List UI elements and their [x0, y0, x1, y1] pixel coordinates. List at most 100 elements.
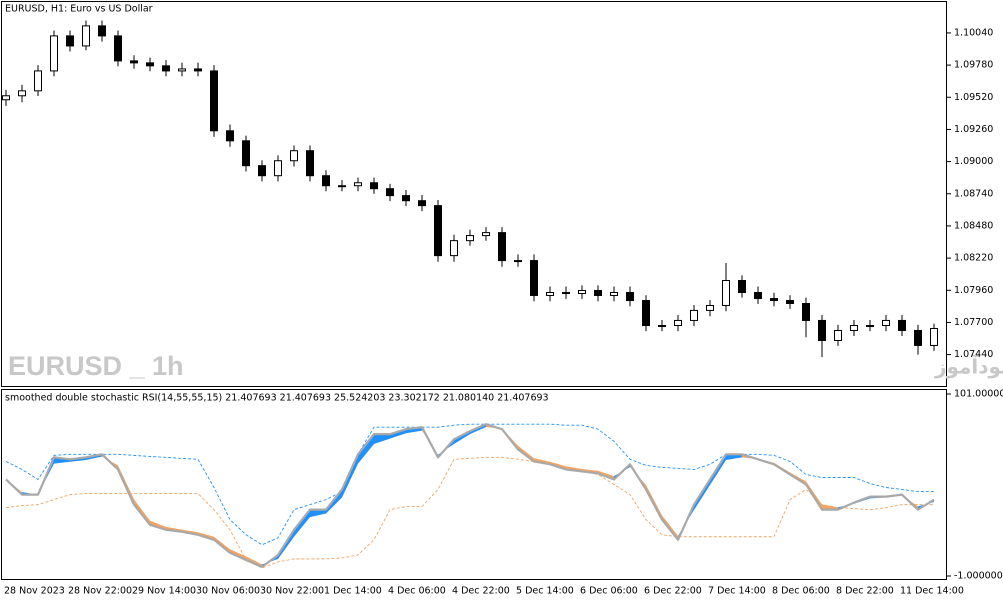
candle-body: [306, 150, 314, 177]
band-line: [5, 423, 934, 546]
candle-body: [114, 35, 122, 62]
y-tick-label: 1.07960: [954, 285, 993, 296]
candle-body: [194, 68, 202, 72]
candle-body: [594, 290, 602, 296]
candle-body: [562, 291, 570, 294]
y-tick-label: 1.09000: [954, 156, 993, 167]
candle-body: [178, 68, 186, 72]
candle-body: [498, 232, 506, 262]
candle-body: [754, 291, 762, 300]
band-line: [5, 456, 934, 569]
x-tick-label: 6 Dec 22:00: [644, 586, 702, 597]
x-tick-label: 8 Dec 22:00: [836, 586, 894, 597]
candle-body: [482, 232, 490, 237]
indicator-title: smoothed double stochastic RSI(14,55,55,…: [5, 393, 549, 404]
x-tick-label: 28 Nov 2023: [4, 586, 65, 597]
candle-body: [322, 175, 330, 187]
candle-body: [338, 185, 346, 188]
candle-body: [386, 188, 394, 197]
candle-body: [402, 195, 410, 202]
candle-body: [770, 298, 778, 302]
candle-body: [274, 160, 282, 177]
y-tick-label: -1.000000: [954, 571, 1003, 582]
x-tick-label: 6 Dec 06:00: [580, 586, 638, 597]
indicator-pane: [1, 389, 947, 580]
x-tick-label: 29 Nov 14:00: [132, 586, 196, 597]
candle-body: [818, 319, 826, 341]
signal-fill: [726, 454, 742, 461]
candle-body: [850, 325, 858, 331]
y-tick-label: 1.07440: [954, 349, 993, 360]
candle-body: [370, 182, 378, 190]
candle-body: [354, 182, 362, 187]
y-tick-label: 1.10040: [954, 27, 993, 38]
y-tick-label: 101.000000: [954, 389, 1003, 400]
candle-body: [258, 165, 266, 177]
candle-body: [786, 300, 794, 305]
x-tick-label: 7 Dec 14:00: [708, 586, 766, 597]
signal-fill: [310, 509, 326, 518]
y-tick-label: 1.09520: [954, 92, 993, 103]
candle-body: [578, 290, 586, 294]
candle-body: [162, 65, 170, 72]
candle-body: [610, 291, 618, 296]
indicator-line: [5, 423, 935, 568]
candle-body: [434, 205, 442, 257]
y-tick-label: 1.08220: [954, 253, 993, 264]
signal-fill: [374, 434, 390, 444]
signal-fill: [822, 504, 838, 510]
candle-body: [18, 90, 26, 97]
candle-body: [642, 300, 650, 327]
signal-fill: [358, 434, 374, 464]
candle-body: [130, 60, 138, 64]
watermark: EURUSD _ 1h: [8, 351, 184, 381]
candle-body: [930, 327, 938, 346]
chart-title: EURUSD, H1: Euro vs US Dollar: [5, 4, 153, 15]
candle-body: [290, 150, 298, 162]
candle-body: [226, 130, 234, 142]
candle-body: [530, 260, 538, 296]
price-pane: [1, 1, 947, 387]
candle-body: [450, 240, 458, 257]
candle-body: [914, 329, 922, 346]
watermark-site: انتشار در سایت سودآموز: [934, 354, 1003, 379]
y-tick-label: 1.08480: [954, 220, 993, 231]
candle-body: [738, 279, 746, 293]
candle-body: [690, 309, 698, 321]
candle-body: [802, 303, 810, 321]
candle-body: [882, 319, 890, 327]
candle-body: [50, 35, 58, 72]
candle-body: [834, 329, 842, 341]
y-tick-label: 1.09260: [954, 124, 993, 135]
x-tick-label: 4 Dec 22:00: [452, 586, 510, 597]
candle-body: [674, 319, 682, 327]
candle-body: [514, 260, 522, 263]
x-tick-label: 1 Dec 14:00: [324, 586, 382, 597]
candle-body: [146, 62, 154, 67]
x-tick-label: 11 Dec 14:00: [900, 586, 964, 597]
x-tick-label: 30 Nov 06:00: [196, 586, 260, 597]
candle-body: [466, 235, 474, 242]
x-tick-label: 28 Nov 22:00: [68, 586, 132, 597]
candle-body: [66, 35, 74, 47]
candle-body: [722, 279, 730, 306]
candle-body: [98, 25, 106, 37]
candle-body: [658, 325, 666, 328]
candle-body: [242, 140, 250, 167]
candle-body: [706, 304, 714, 311]
x-tick-label: 4 Dec 06:00: [388, 586, 446, 597]
candle-body: [898, 319, 906, 331]
y-tick-label: 1.09780: [954, 60, 993, 71]
x-tick-label: 30 Nov 22:00: [260, 586, 324, 597]
candle-body: [418, 200, 426, 207]
y-tick-label: 1.08740: [954, 188, 993, 199]
candle-body: [2, 95, 10, 101]
candle-body: [866, 325, 874, 328]
candle-body: [210, 70, 218, 132]
y-tick-label: 1.07700: [954, 317, 993, 328]
candle-body: [626, 291, 634, 302]
candle-body: [34, 70, 42, 92]
candle-body: [546, 291, 554, 296]
